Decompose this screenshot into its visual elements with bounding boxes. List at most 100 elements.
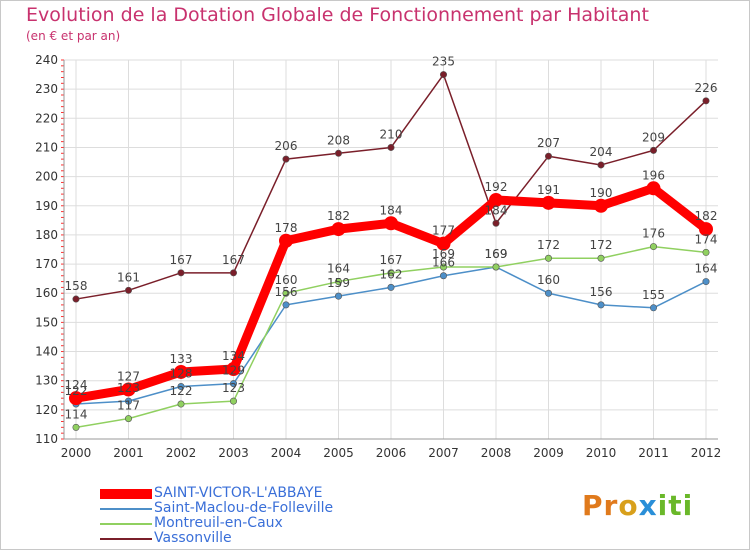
data-label: 123 <box>222 381 245 395</box>
data-point <box>702 278 710 286</box>
data-label: 172 <box>537 238 560 252</box>
y-tick-label: 190 <box>35 199 58 213</box>
data-point <box>226 362 241 377</box>
legend-swatch <box>100 523 152 525</box>
data-label: 156 <box>590 285 613 299</box>
data-point <box>72 295 80 303</box>
data-label: 196 <box>642 168 665 182</box>
data-point <box>649 243 657 251</box>
data-label: 169 <box>485 247 508 261</box>
data-point <box>387 283 395 291</box>
data-point <box>544 289 552 297</box>
data-point <box>177 269 185 277</box>
data-point <box>492 263 500 271</box>
data-point <box>544 152 552 160</box>
y-tick-label: 210 <box>35 140 58 154</box>
data-label: 204 <box>590 145 613 159</box>
data-point <box>334 292 342 300</box>
data-point <box>282 301 290 309</box>
y-tick-label: 140 <box>35 345 58 359</box>
data-label: 133 <box>170 352 193 366</box>
data-point <box>177 383 185 391</box>
legend-swatch <box>100 538 152 540</box>
data-label: 207 <box>537 136 560 150</box>
data-label: 208 <box>327 133 350 147</box>
data-point <box>177 400 185 408</box>
data-label: 127 <box>117 369 140 383</box>
data-label: 174 <box>695 232 718 246</box>
data-label: 178 <box>275 221 298 235</box>
data-label: 164 <box>327 262 350 276</box>
data-point <box>439 263 447 271</box>
x-tick-label: 2000 <box>61 446 92 460</box>
data-label: 176 <box>642 227 665 241</box>
y-tick-label: 240 <box>35 53 58 67</box>
data-point <box>541 195 556 210</box>
data-point <box>597 161 605 169</box>
data-label: 122 <box>170 384 193 398</box>
x-tick-label: 2001 <box>113 446 144 460</box>
data-label: 235 <box>432 55 455 69</box>
data-label: 162 <box>380 267 403 281</box>
data-point <box>125 397 133 405</box>
x-tick-label: 2011 <box>638 446 669 460</box>
data-point <box>125 415 133 423</box>
chart-subtitle: (en € et par an) <box>26 29 121 43</box>
x-tick-label: 2006 <box>376 446 407 460</box>
data-label: 160 <box>275 273 298 287</box>
data-point <box>699 222 713 237</box>
legend-label: Vassonville <box>154 530 232 546</box>
x-tick-label: 2012 <box>691 446 722 460</box>
data-label: 210 <box>380 127 403 141</box>
x-tick-label: 2002 <box>166 446 197 460</box>
data-point <box>492 219 500 227</box>
data-label: 114 <box>65 407 88 421</box>
data-point <box>230 397 238 405</box>
data-label: 182 <box>327 209 350 223</box>
data-label: 184 <box>485 203 508 217</box>
data-point <box>282 155 290 163</box>
data-label: 155 <box>642 288 665 302</box>
data-label: 161 <box>117 270 140 284</box>
data-point <box>702 248 710 256</box>
x-tick-label: 2005 <box>323 446 354 460</box>
data-label: 156 <box>275 285 298 299</box>
data-label: 122 <box>65 384 88 398</box>
data-point <box>174 364 188 379</box>
data-point <box>436 236 451 251</box>
data-point <box>597 301 605 309</box>
legend-swatch <box>100 508 152 510</box>
data-label: 192 <box>485 180 508 194</box>
data-label: 158 <box>65 279 88 293</box>
data-label: 134 <box>222 349 245 363</box>
data-point <box>230 380 238 388</box>
y-tick-label: 110 <box>35 432 58 446</box>
x-tick-label: 2004 <box>271 446 302 460</box>
data-point <box>331 222 346 237</box>
data-label: 164 <box>695 262 718 276</box>
data-point <box>649 304 657 312</box>
data-point <box>121 382 136 397</box>
y-tick-label: 200 <box>35 170 58 184</box>
y-tick-label: 230 <box>35 82 58 96</box>
legend-swatch <box>100 489 152 499</box>
data-point <box>646 181 661 196</box>
data-label: 190 <box>590 186 613 200</box>
data-point <box>334 278 342 286</box>
x-tick-label: 2003 <box>218 446 249 460</box>
data-label: 172 <box>590 238 613 252</box>
data-label: 169 <box>432 247 455 261</box>
data-label: 129 <box>222 364 245 378</box>
data-label: 123 <box>117 381 140 395</box>
y-tick-label: 130 <box>35 374 58 388</box>
data-point <box>489 192 503 207</box>
data-point <box>387 269 395 277</box>
data-label: 124 <box>65 378 88 392</box>
data-label: 209 <box>642 130 665 144</box>
data-label: 159 <box>327 276 350 290</box>
data-point <box>125 286 133 294</box>
chart-title: Evolution de la Dotation Globale de Fonc… <box>26 4 649 26</box>
y-tick-label: 170 <box>35 257 58 271</box>
data-point <box>69 391 83 406</box>
